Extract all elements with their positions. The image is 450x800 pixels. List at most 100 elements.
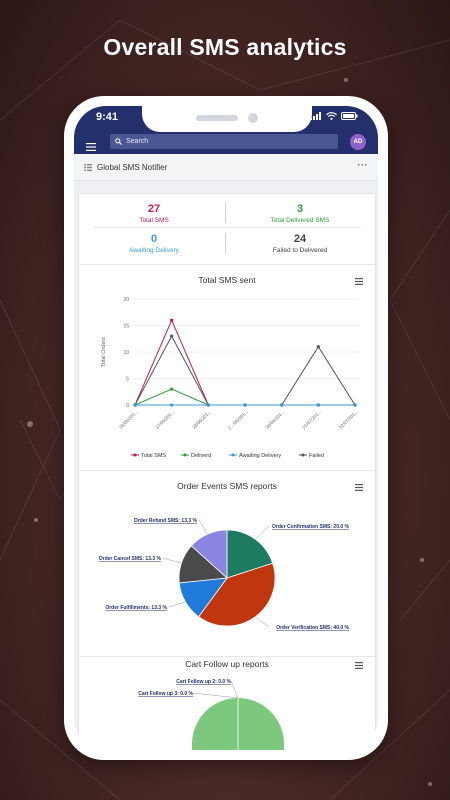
stat-label: Failed to Delivered xyxy=(272,247,328,254)
x-tick-label: 26/06/201... xyxy=(118,409,139,430)
chart-title: Order Events SMS reports xyxy=(177,481,277,491)
phone-screen: 9:41 xyxy=(74,106,378,750)
y-tick-label: 5 xyxy=(126,377,129,383)
chart-title: Total SMS sent xyxy=(198,275,256,285)
stat-divider xyxy=(225,233,226,253)
cart-followup-chart-card: Cart Follow up reports Cart Follow up 2:… xyxy=(79,657,375,750)
phone-notch xyxy=(142,106,312,132)
stat-awaiting-delivery: 0 Awaiting Delivery xyxy=(84,233,224,254)
battery-icon xyxy=(341,112,358,120)
data-point xyxy=(280,403,284,407)
pie-label: Cart Follow up 2: 0.0 % xyxy=(176,679,231,685)
pie-slice xyxy=(198,562,276,627)
total-sms-chart-card: Total SMS sent 0 5 10 15 20 Total Orders 26/06… xyxy=(79,265,375,471)
legend-marker xyxy=(301,453,305,457)
legend-item: Failed xyxy=(309,453,324,459)
pie-label: Order Cancel SMS: 13.3 % xyxy=(99,556,162,562)
chart-menu-icon[interactable] xyxy=(355,484,363,491)
y-tick-label: 0 xyxy=(126,403,129,409)
data-point xyxy=(170,403,174,407)
avatar[interactable]: AD xyxy=(350,134,366,150)
page-headline: Overall SMS analytics xyxy=(103,34,347,60)
chart-menu-icon[interactable] xyxy=(355,278,363,285)
chart-menu-icon[interactable] xyxy=(355,662,363,669)
legend-item: Total SMS xyxy=(141,453,166,459)
pie-label: Order Confirmation SMS: 20.0 % xyxy=(272,524,350,530)
data-point xyxy=(133,403,137,407)
legend-item: Deliverd xyxy=(191,453,211,459)
order-events-chart-card: Order Events SMS reports Order Confirmat… xyxy=(79,471,375,657)
camera xyxy=(248,113,258,123)
label-connector xyxy=(254,616,270,628)
x-tick-label: 30/06/201... xyxy=(265,409,286,430)
stat-row-divider xyxy=(93,227,361,228)
stat-failed: 24 Failed to Delivered xyxy=(230,233,370,254)
data-point xyxy=(206,403,210,407)
label-connector xyxy=(198,519,208,535)
data-point xyxy=(170,318,174,322)
pie-label: Order Refund SMS: 13.3 % xyxy=(134,518,198,524)
search-icon xyxy=(115,138,122,145)
data-point xyxy=(170,334,174,338)
stat-value: 3 xyxy=(296,203,304,215)
y-tick-label: 20 xyxy=(123,297,129,303)
legend-item: Awaiting Delivery xyxy=(239,453,281,459)
dashboard-content: 27 Total SMS 3 Total Delivered SMS 0 Awa… xyxy=(78,193,376,750)
phone-frame: 9:41 xyxy=(64,96,388,760)
pie-slice xyxy=(190,529,228,579)
label-connector xyxy=(162,557,182,564)
data-point xyxy=(170,387,174,391)
series-line xyxy=(134,388,355,406)
legend-marker xyxy=(133,453,137,457)
y-axis-label: Total Orders xyxy=(101,337,107,367)
y-tick-label: 15 xyxy=(123,324,129,330)
order-events-pie-chart: Order Confirmation SMS: 20.0 % Order Veri… xyxy=(99,518,350,631)
signal-icon xyxy=(310,112,321,120)
chart-title: Cart Follow up reports xyxy=(185,659,269,669)
data-point xyxy=(316,345,320,349)
data-point xyxy=(316,403,320,407)
label-connector xyxy=(255,525,270,540)
status-icons xyxy=(310,112,358,120)
series-line xyxy=(134,318,355,406)
x-tick-label: 27/06/201... xyxy=(155,409,176,430)
cart-followup-pie-chart: Cart Follow up 2: 0.0 % Cart Follow up 3:… xyxy=(138,679,284,750)
stat-total-delivered: 3 Total Delivered SMS xyxy=(230,203,370,224)
wifi-icon xyxy=(326,112,337,120)
x-tick-label: 01/07/201... xyxy=(301,409,322,430)
y-tick-label: 10 xyxy=(123,350,129,356)
menu-hamburger-icon[interactable] xyxy=(86,138,96,156)
x-tick-label: 02/07/201... xyxy=(338,409,359,430)
app-grid-icon xyxy=(84,163,92,171)
stat-value: 27 xyxy=(147,203,161,215)
pie-label: Cart Follow up 3: 0.0 % xyxy=(138,691,193,697)
stat-label: Awaiting Delivery xyxy=(129,247,179,254)
data-point xyxy=(243,403,247,407)
x-tick-label: 28/06/201... xyxy=(191,409,212,430)
app-header: 9:41 xyxy=(74,106,378,154)
status-time: 9:41 xyxy=(96,111,119,123)
search-placeholder: Search xyxy=(126,138,149,145)
app-title: Global SMS Notifier xyxy=(97,162,168,172)
search-input[interactable]: Search xyxy=(110,134,338,149)
legend-marker xyxy=(183,453,187,457)
more-options-button[interactable]: ··· xyxy=(357,160,368,170)
stat-total-sms: 27 Total SMS xyxy=(84,203,224,224)
stats-panel: 27 Total SMS 3 Total Delivered SMS 0 Awa… xyxy=(79,194,375,265)
pie-label: Order Fulfillments: 13.3 % xyxy=(105,605,167,611)
sub-header: Global SMS Notifier ··· xyxy=(74,154,378,181)
pie-slice xyxy=(226,529,274,579)
stat-value: 0 xyxy=(150,233,158,245)
stat-label: Total Delivered SMS xyxy=(270,217,330,224)
pie-label: Order Verification SMS: 40.0 % xyxy=(276,625,349,631)
legend-marker xyxy=(231,453,235,457)
stat-divider xyxy=(225,203,226,223)
stat-value: 24 xyxy=(293,233,307,245)
x-tick-label: 2.../06/201... xyxy=(227,409,249,431)
label-connector xyxy=(168,601,186,608)
label-connector xyxy=(230,680,239,699)
label-connector xyxy=(192,692,239,699)
series-line xyxy=(134,335,356,406)
stat-label: Total SMS xyxy=(139,217,169,224)
